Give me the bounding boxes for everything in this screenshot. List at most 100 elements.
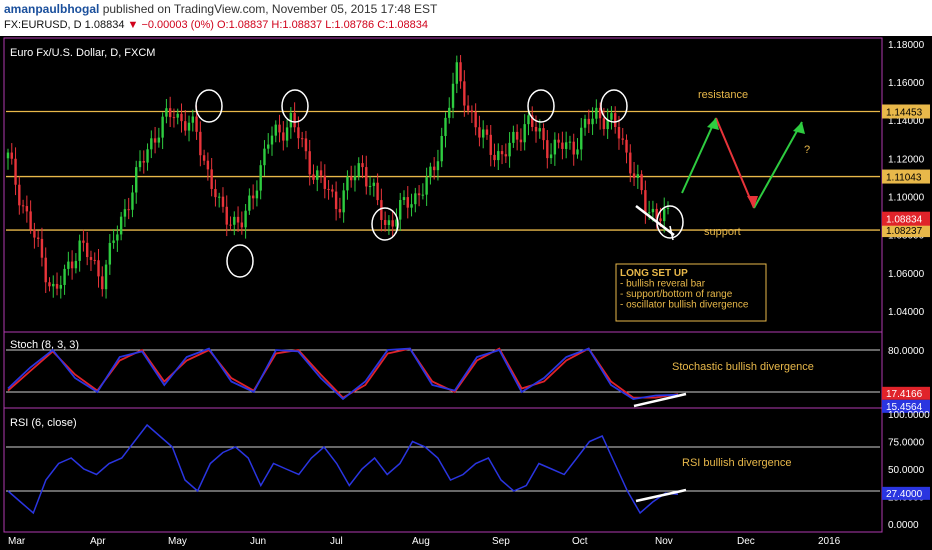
projection-up-arrow-1 xyxy=(681,117,717,194)
candle-body xyxy=(59,284,62,289)
candle-body xyxy=(429,166,432,178)
support-label: support xyxy=(704,226,741,238)
candle-body xyxy=(274,124,277,136)
last-price-label: 1.08834 xyxy=(886,215,923,226)
x-axis-month-label: Oct xyxy=(572,536,588,547)
level-price-tag xyxy=(882,169,930,184)
candle-body xyxy=(270,135,274,145)
x-axis-month-label: Nov xyxy=(655,536,673,547)
x-axis-month-label: Sep xyxy=(492,536,510,547)
candle-body xyxy=(508,142,511,157)
rsi-y-tick: 0.0000 xyxy=(888,520,919,531)
candle-body xyxy=(655,208,658,219)
touch-circle xyxy=(281,89,309,123)
candle-body xyxy=(202,155,206,161)
candle-body xyxy=(346,176,349,191)
candle-body xyxy=(312,174,315,180)
candle-body xyxy=(248,195,251,211)
candle-body xyxy=(534,126,538,132)
annotation-layer: resistance support? LONG SET UP- bullish r… xyxy=(195,89,810,322)
candle-body xyxy=(527,115,530,125)
candle-body xyxy=(131,192,134,210)
resistance-label: resistance xyxy=(698,89,748,101)
candle-body xyxy=(417,193,421,196)
price-y-tick: 1.10000 xyxy=(888,192,925,203)
price-y-tick: 1.06000 xyxy=(888,269,925,280)
candle-body xyxy=(610,113,613,120)
candle-body xyxy=(493,154,496,161)
candle-body xyxy=(74,260,78,269)
candle-body xyxy=(557,139,560,143)
candle-body xyxy=(327,188,330,190)
candle-body xyxy=(52,283,55,287)
x-axis-month-label: May xyxy=(168,536,187,547)
candle-body xyxy=(255,190,259,199)
candle-body xyxy=(44,257,47,283)
candle-body xyxy=(236,216,240,223)
candle-body xyxy=(625,139,628,153)
candle-body xyxy=(36,237,40,239)
candle-body xyxy=(474,111,477,128)
candle-body xyxy=(123,209,127,217)
candle-body xyxy=(391,220,394,227)
last-price-tag xyxy=(882,211,930,226)
candle-body xyxy=(199,131,202,156)
chart-header: amanpaulbhogal published on TradingView.… xyxy=(0,0,932,36)
candle-body xyxy=(210,169,213,189)
candle-body xyxy=(372,182,376,186)
candle-body xyxy=(97,260,100,277)
candle-body xyxy=(146,149,149,163)
touch-circle xyxy=(527,89,555,123)
rsi-series-line xyxy=(7,423,679,515)
candle-body xyxy=(444,117,447,136)
candle-body xyxy=(387,220,391,225)
support-pointer xyxy=(669,225,674,241)
candle-body xyxy=(172,117,176,119)
candle-body xyxy=(21,205,25,207)
question-label: ? xyxy=(804,144,810,156)
candle-body xyxy=(278,124,281,133)
candle-body xyxy=(546,140,549,159)
candle-body xyxy=(523,124,526,143)
price-y-tick: 1.04000 xyxy=(888,307,925,318)
touch-circle xyxy=(371,207,399,241)
candle-body xyxy=(82,240,85,243)
candle-body xyxy=(187,122,191,131)
candle-body xyxy=(29,211,32,230)
oscillator-layer: 80.0000 0.0000 17.4166 15.4564 Stochastic bu… xyxy=(6,346,930,531)
level-price-label: 1.08237 xyxy=(886,226,923,237)
candle-body xyxy=(395,219,398,227)
candle-body xyxy=(640,174,643,191)
candle-body xyxy=(6,152,10,159)
candle-body xyxy=(478,127,481,138)
price-chart[interactable]: Euro Fx/U.S. Dollar, D, FXCM Stoch (8, 3… xyxy=(0,36,932,550)
candle-body xyxy=(251,195,255,199)
candle-body xyxy=(101,276,104,290)
candle-body xyxy=(482,129,485,138)
price-pane-title: Euro Fx/U.S. Dollar, D, FXCM xyxy=(10,47,155,59)
stoch-series-line xyxy=(7,347,679,401)
rsi-pane[interactable]: RSI (6, close) xyxy=(3,407,883,533)
level-price-label: 1.11043 xyxy=(886,173,922,184)
candle-body xyxy=(595,107,598,119)
stoch-d-value: 17.4166 xyxy=(886,389,923,400)
candle-body xyxy=(127,209,130,211)
candle-body xyxy=(617,126,621,139)
x-axis-month-label: Dec xyxy=(737,536,755,547)
candle-body xyxy=(644,190,647,213)
author-link[interactable]: amanpaulbhogal xyxy=(4,2,100,16)
candle-body xyxy=(206,160,210,170)
arrowhead-2 xyxy=(747,196,758,208)
candle-body xyxy=(191,116,194,123)
candle-body xyxy=(176,113,179,118)
arrowhead-1 xyxy=(707,118,719,130)
x-axis-month-label: Mar xyxy=(8,536,26,547)
candle-body xyxy=(455,62,458,84)
candle-body xyxy=(576,149,579,155)
candle-body xyxy=(568,141,572,143)
x-axis-month-label: Apr xyxy=(90,536,106,547)
candle-body xyxy=(289,113,293,128)
stoch-annotation: Stochastic bullish divergence xyxy=(672,361,814,373)
projection-down-arrow xyxy=(715,117,755,209)
candle-body xyxy=(451,83,455,108)
